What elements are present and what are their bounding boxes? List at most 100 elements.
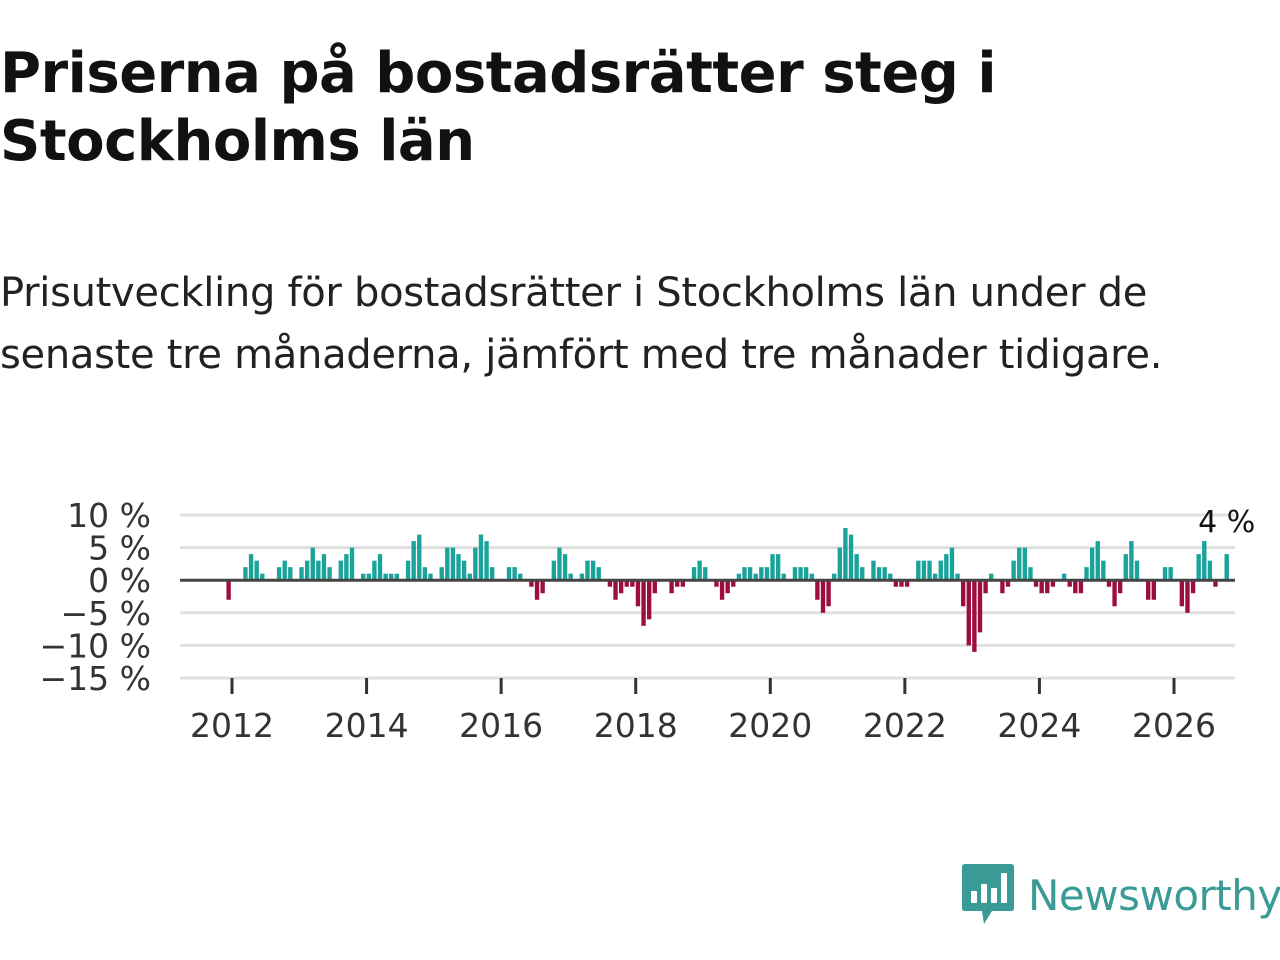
- bar: [1146, 580, 1151, 600]
- bar: [764, 567, 770, 581]
- bar: [916, 560, 921, 581]
- bar: [921, 560, 927, 581]
- bar: [927, 560, 932, 581]
- bar: [1095, 541, 1100, 581]
- bar: [1067, 580, 1072, 587]
- chart-subtitle: Prisutveckling för bostadsrätter i Stock…: [0, 270, 1163, 378]
- bar: [551, 560, 557, 581]
- bar: [977, 580, 983, 633]
- bar: [428, 573, 433, 581]
- bar: [1112, 580, 1117, 607]
- bar: [1123, 554, 1128, 581]
- bar: [747, 567, 753, 581]
- bar: [372, 560, 377, 581]
- bar: [893, 580, 899, 587]
- bar: [697, 560, 702, 581]
- bar: [646, 580, 652, 620]
- bar: [955, 573, 960, 581]
- last-value-label: 4 %: [1198, 505, 1255, 540]
- bar: [860, 567, 865, 581]
- bar: [966, 580, 971, 646]
- bar: [820, 580, 826, 613]
- bar: [489, 567, 495, 581]
- bar: [680, 580, 685, 587]
- bar: [478, 534, 484, 581]
- bar: [832, 573, 837, 581]
- bar: [972, 580, 977, 652]
- bar: [904, 580, 910, 587]
- bar: [361, 573, 366, 581]
- y-tick-label: −10 %: [40, 626, 152, 665]
- bar: [304, 560, 310, 581]
- bar: [562, 554, 568, 581]
- bar: [1050, 580, 1056, 587]
- bars: [226, 528, 1229, 652]
- bar: [1190, 580, 1196, 594]
- bar: [770, 554, 775, 581]
- bar: [742, 567, 747, 581]
- chart-title: Priserna på bostadsrätter steg i Stockho…: [0, 41, 997, 174]
- bar: [484, 541, 489, 581]
- bar: [310, 547, 315, 581]
- bar: [316, 560, 321, 581]
- bar: [1129, 541, 1134, 581]
- bar: [938, 560, 943, 581]
- bar: [248, 554, 254, 581]
- x-tick-label: 2016: [459, 706, 543, 745]
- newsworthy-logo[interactable]: Newsworthy: [962, 862, 1280, 928]
- bar: [1045, 580, 1050, 594]
- x-axis: 2012 2014 2016 2018 2020 2022 2024 2026: [190, 678, 1216, 745]
- bar: [338, 560, 343, 581]
- bar: [675, 580, 680, 587]
- bar: [590, 560, 596, 581]
- bar: [854, 554, 859, 581]
- bar: [635, 580, 641, 607]
- bar: [1089, 547, 1095, 581]
- bar: [405, 560, 411, 581]
- bar: [607, 580, 613, 587]
- bar: [254, 560, 259, 581]
- bar: [899, 580, 904, 587]
- bar: [260, 573, 265, 581]
- x-tick-label: 2024: [997, 706, 1081, 745]
- bar: [736, 573, 742, 581]
- bar: [719, 580, 725, 600]
- bar: [321, 554, 327, 581]
- bar: [1224, 554, 1229, 581]
- bar: [1117, 580, 1123, 594]
- bar: [1213, 580, 1218, 587]
- x-tick-label: 2022: [863, 706, 947, 745]
- bar: [725, 580, 730, 594]
- bar: [243, 567, 248, 581]
- bar: [282, 560, 287, 581]
- bar: [1017, 547, 1022, 581]
- bar-chart: 10 %5 %0 %−5 %−10 %−15 % 2012 2014 2016 201…: [40, 496, 1256, 745]
- bar: [630, 580, 635, 587]
- bar: [1061, 573, 1067, 581]
- bar: [753, 573, 758, 581]
- bar: [344, 554, 349, 581]
- bar: [1202, 541, 1207, 581]
- bar: [613, 580, 618, 600]
- bar: [703, 567, 708, 581]
- bar: [534, 580, 540, 600]
- bar: [596, 567, 601, 581]
- bar: [411, 541, 416, 581]
- bar: [1101, 560, 1106, 581]
- bar: [781, 573, 786, 581]
- bar: [394, 573, 400, 581]
- bar: [618, 580, 624, 594]
- x-tick-label: 2014: [325, 706, 409, 745]
- y-tick-label: −5 %: [61, 594, 152, 633]
- bar: [837, 547, 842, 581]
- bar: [652, 580, 657, 594]
- bar: [450, 547, 456, 581]
- bar: [798, 567, 803, 581]
- y-tick-label: 5 %: [88, 529, 151, 568]
- bar: [1196, 554, 1201, 581]
- bar: [1084, 567, 1089, 581]
- bar: [299, 567, 304, 581]
- gridlines: [180, 513, 1235, 680]
- y-axis-labels: 10 %5 %0 %−5 %−10 %−15 %: [40, 496, 152, 698]
- bar: [826, 580, 831, 607]
